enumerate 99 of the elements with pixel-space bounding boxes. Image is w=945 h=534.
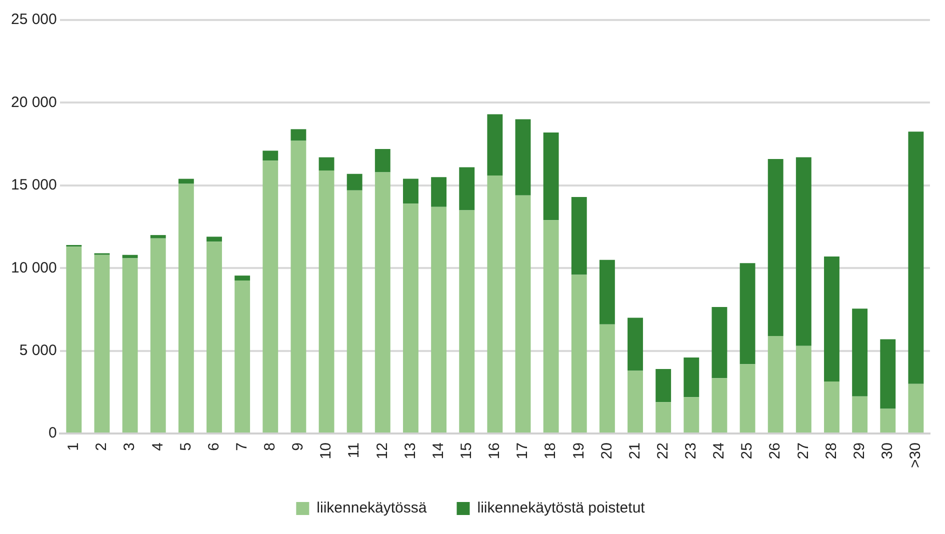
bar — [712, 378, 728, 433]
x-tick-label: 5 — [177, 442, 194, 451]
bar — [178, 178, 194, 184]
bar — [740, 364, 756, 433]
bar — [403, 204, 418, 433]
x-tick-label: 25 — [738, 442, 756, 460]
bar — [290, 140, 306, 433]
bar — [374, 172, 390, 433]
bar — [318, 170, 334, 433]
bar — [768, 336, 784, 433]
bar — [656, 369, 672, 402]
x-tick-label: 6 — [205, 442, 222, 451]
bar — [543, 132, 559, 220]
bar — [459, 167, 475, 210]
bar — [908, 132, 924, 384]
x-tick-label: 16 — [486, 442, 504, 460]
y-tick-label: 10 000 — [10, 259, 57, 276]
x-tick-label: 23 — [682, 442, 700, 460]
x-tick-label: 15 — [458, 442, 475, 460]
bar — [431, 177, 447, 207]
bar — [122, 254, 138, 258]
x-tick-label: 13 — [402, 442, 419, 460]
y-tick-label: 15 000 — [10, 176, 57, 194]
x-tick-label: 20 — [598, 442, 616, 460]
bar — [628, 370, 643, 433]
x-tick-label: 2 — [93, 442, 110, 451]
x-tick-label: 9 — [290, 442, 307, 451]
bar — [431, 206, 447, 433]
y-tick-label: 5 000 — [19, 342, 57, 359]
x-tick-label: 18 — [542, 442, 560, 460]
x-tick-label: 3 — [121, 442, 138, 451]
bar — [290, 129, 306, 141]
bar — [122, 258, 138, 433]
bar — [684, 357, 700, 398]
bar — [824, 256, 840, 382]
bar — [712, 307, 728, 378]
x-tick-label: 24 — [710, 442, 728, 460]
bar — [880, 408, 896, 433]
x-tick-label: 8 — [262, 442, 279, 451]
bar — [346, 174, 362, 190]
legend-label: liikennekäytössä — [316, 500, 428, 517]
bar — [346, 190, 362, 433]
bar — [571, 197, 587, 275]
bar — [515, 119, 531, 196]
bar — [206, 242, 222, 433]
bar — [150, 235, 166, 238]
x-tick-label: 10 — [318, 442, 335, 460]
bar — [599, 324, 615, 433]
x-tick-label: >30 — [907, 442, 924, 468]
bar — [571, 274, 587, 433]
bar — [852, 396, 868, 433]
bar — [824, 381, 840, 433]
bar — [94, 254, 110, 433]
bar — [656, 402, 672, 433]
bar — [796, 157, 812, 346]
bar — [150, 238, 166, 433]
x-tick-label: 30 — [879, 442, 896, 460]
x-tick-label: 4 — [149, 442, 166, 451]
x-tick-label: 7 — [233, 442, 250, 451]
bar — [543, 220, 559, 433]
bar — [66, 246, 82, 433]
x-tick-label: 27 — [794, 442, 812, 460]
bar — [403, 178, 418, 204]
x-tick-label: 29 — [850, 442, 868, 460]
bar — [374, 149, 390, 172]
bar — [684, 397, 700, 433]
bar — [852, 308, 868, 396]
x-tick-label: 14 — [430, 442, 447, 460]
x-tick-label: 22 — [654, 442, 672, 460]
y-tick-label: 0 — [48, 424, 57, 442]
bar — [487, 175, 503, 433]
bar — [206, 236, 222, 242]
bar — [880, 339, 896, 409]
bar — [487, 114, 503, 176]
bar — [768, 158, 784, 336]
x-tick-label: 26 — [766, 442, 784, 460]
bar — [599, 260, 615, 324]
legend-label: liikennekäytöstä poistetut — [477, 500, 646, 517]
x-tick-label: 1 — [65, 442, 82, 451]
bar — [234, 276, 250, 281]
bar — [234, 280, 250, 433]
bar — [178, 184, 194, 433]
bar — [262, 150, 278, 161]
bar — [796, 346, 812, 433]
bar — [628, 318, 643, 371]
x-tick-label: 17 — [514, 442, 532, 460]
x-tick-label: 12 — [374, 442, 391, 460]
bar — [908, 384, 924, 433]
x-tick-label: 21 — [626, 442, 644, 460]
bar — [515, 195, 531, 433]
bar — [740, 263, 756, 364]
bar — [318, 157, 334, 171]
x-tick-label: 19 — [570, 442, 588, 460]
bar — [459, 210, 475, 433]
y-tick-label: 25 000 — [10, 11, 57, 28]
y-tick-label: 20 000 — [10, 94, 57, 111]
x-tick-label: 28 — [822, 442, 840, 460]
x-tick-label: 11 — [346, 442, 363, 458]
bar — [262, 160, 278, 433]
